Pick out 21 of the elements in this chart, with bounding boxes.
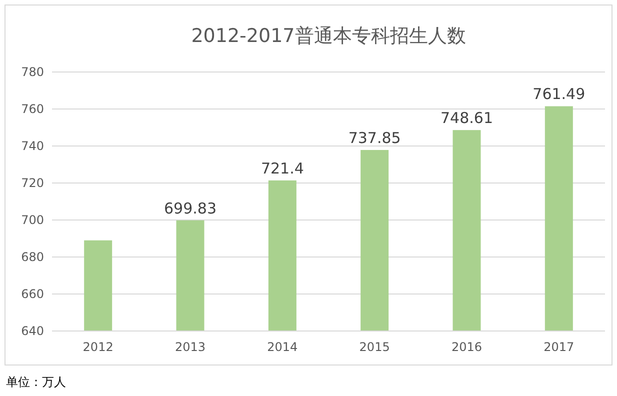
y-tick-label: 740 [21,139,44,153]
data-label: 748.61 [440,109,493,128]
x-tick-label: 2017 [544,340,574,354]
data-label: 699.83 [164,199,216,218]
chart-title: 2012-2017普通本专科招生人数 [191,25,466,47]
x-tick-label: 2014 [267,340,298,354]
y-tick-label: 720 [21,176,44,190]
data-label: 761.49 [532,85,586,104]
y-tick-label: 680 [21,250,44,264]
y-tick-label: 660 [21,287,44,301]
data-label: 737.85 [348,128,401,147]
x-tick-label: 2012 [82,340,114,354]
y-tick-label: 780 [21,65,44,79]
y-tick-label: 640 [21,324,44,338]
y-tick-label: 760 [21,102,44,116]
y-tick-label: 700 [21,213,44,227]
data-label: 721.4 [260,159,304,178]
x-tick-label: 2016 [451,340,482,354]
x-tick-label: 2013 [174,340,206,354]
text: 单位：万人 [6,375,66,389]
x-tick-label: 2015 [359,340,390,354]
